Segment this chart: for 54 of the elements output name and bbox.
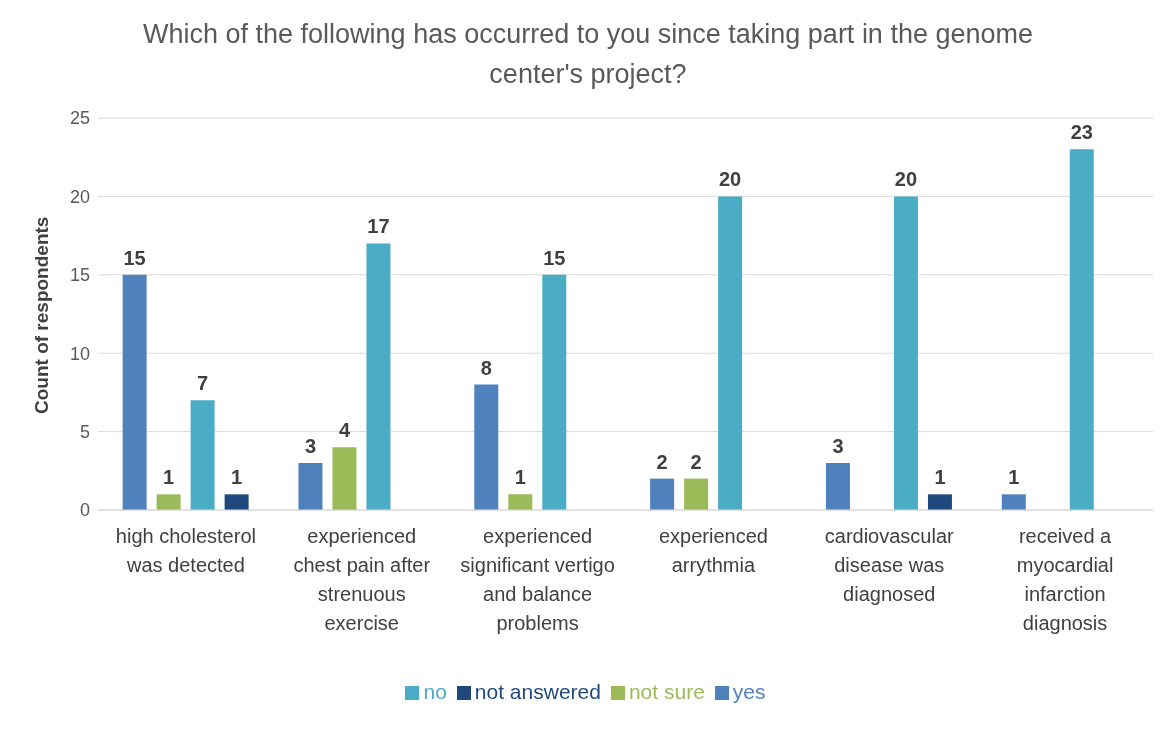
bar bbox=[156, 494, 181, 510]
data-label: 20 bbox=[894, 168, 918, 191]
y-tick-label: 25 bbox=[69, 108, 90, 129]
bar bbox=[332, 447, 357, 510]
data-label: 23 bbox=[1070, 121, 1093, 144]
x-tick-label: cardiovascular disease was diagnosed bbox=[823, 524, 955, 607]
bar bbox=[190, 400, 215, 510]
legend-label: yes bbox=[732, 680, 766, 703]
data-label: 20 bbox=[718, 168, 742, 191]
y-tick-label: 15 bbox=[69, 265, 90, 286]
data-label: 15 bbox=[123, 246, 146, 269]
data-label: 1 bbox=[514, 466, 526, 489]
bar bbox=[542, 274, 567, 510]
bar bbox=[650, 478, 675, 510]
x-tick-label: received a myocardial infarction diagnosis bbox=[1015, 524, 1115, 636]
data-label: 7 bbox=[197, 372, 209, 395]
data-label: 17 bbox=[367, 215, 390, 238]
bar bbox=[1069, 149, 1094, 510]
bar bbox=[298, 462, 323, 510]
data-label: 8 bbox=[480, 356, 492, 379]
bar bbox=[366, 243, 391, 510]
data-label: 3 bbox=[304, 434, 317, 457]
legend-label: not answered bbox=[474, 680, 601, 703]
chart-title: Which of the following has occurred to you since taking part in the genome center's project? bbox=[142, 18, 1034, 91]
legend-label: not sure bbox=[628, 680, 705, 703]
bar bbox=[927, 494, 952, 510]
y-tick-label: 0 bbox=[79, 500, 90, 521]
bar bbox=[224, 494, 249, 510]
data-label: 1 bbox=[231, 466, 243, 489]
y-tick-label: 5 bbox=[79, 421, 90, 442]
y-tick-label: 10 bbox=[69, 343, 90, 364]
x-tick-label: high cholesterol was detected bbox=[114, 524, 257, 578]
bar bbox=[825, 462, 850, 510]
data-label: 1 bbox=[163, 466, 175, 489]
y-tick-label: 20 bbox=[69, 186, 90, 207]
bar bbox=[1001, 494, 1026, 510]
data-label: 4 bbox=[338, 419, 351, 442]
data-label: 1 bbox=[1008, 466, 1020, 489]
y-axis-title: Count of respondents bbox=[30, 216, 52, 414]
bar bbox=[718, 196, 743, 510]
bar bbox=[684, 478, 709, 510]
data-label: 15 bbox=[543, 246, 566, 269]
data-label: 2 bbox=[656, 450, 668, 473]
bar bbox=[122, 274, 147, 510]
bar bbox=[893, 196, 918, 510]
bar bbox=[508, 494, 533, 510]
legend-label: no bbox=[423, 680, 447, 703]
x-tick-label: experienced chest pain after strenuous exercise bbox=[292, 524, 432, 636]
data-label: 3 bbox=[832, 434, 844, 457]
data-label: 1 bbox=[934, 466, 946, 489]
x-tick-label: experienced significant vertigo and balance problems bbox=[460, 524, 616, 636]
x-tick-label: experienced arrythmia bbox=[657, 524, 769, 578]
bar bbox=[474, 384, 499, 510]
data-label: 2 bbox=[690, 450, 702, 473]
